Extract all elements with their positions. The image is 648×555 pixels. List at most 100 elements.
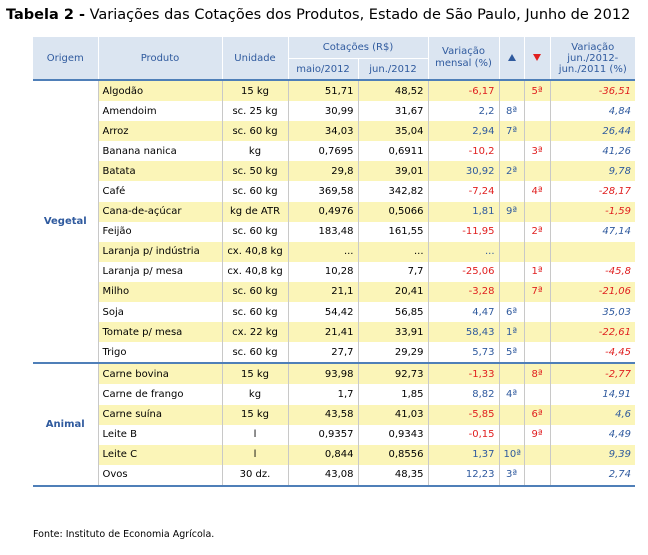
triangle-down-icon	[533, 53, 542, 61]
rank-down: 9ª	[523, 424, 551, 445]
price-maio: 21,1	[287, 281, 358, 303]
rank-down	[523, 464, 551, 487]
price-maio: 34,03	[287, 121, 358, 142]
price-jun: 161,55	[357, 221, 429, 242]
monthly-variation: 4,47	[427, 302, 500, 323]
monthly-variation: 1,37	[427, 444, 500, 465]
table-row: Vegetal Algodão 15 kg 51,71 48,52 -6,17 5ª -36,…	[33, 80, 636, 365]
monthly-variation: -5,85	[427, 404, 500, 425]
annual-variation: 4,84	[549, 101, 636, 122]
header-unidade: Unidade	[221, 37, 288, 81]
rank-down: 8ª	[523, 363, 551, 385]
rank-up	[498, 181, 525, 202]
monthly-variation: -3,28	[427, 281, 500, 303]
product-name: Cana-de-açúcar	[98, 201, 222, 222]
rank-up: 7ª	[498, 121, 525, 142]
product-name: Laranja p/ mesa	[102, 266, 184, 278]
price-jun: 56,85	[357, 302, 429, 323]
monthly-variation: -25,06	[427, 261, 500, 282]
price-jun: 92,73	[357, 363, 429, 385]
price-jun: 29,29	[357, 342, 429, 365]
annual-variation: -1,59	[549, 201, 636, 222]
rank-up	[498, 404, 525, 425]
annual-variation: -45,8	[549, 261, 636, 282]
unit: 30 dz.	[221, 464, 288, 487]
unit: sc. 25 kg	[221, 101, 288, 122]
monthly-variation: -0,15	[427, 424, 500, 445]
annual-variation: -28,17	[549, 181, 636, 202]
table-title-text: Variações das Cotações dos Produtos, Est…	[89, 7, 631, 23]
table-row: Carne suína 15 kg 43,58 41,03 -5,85 6ª 4,6	[33, 404, 636, 425]
rank-up: 2ª	[498, 161, 525, 182]
origin-group-label: Vegetal	[33, 80, 99, 365]
table-row: Animal Carne bovina 15 kg 93,98 92,73 -1,33 8ª…	[33, 363, 636, 487]
rank-up: 8ª	[498, 101, 525, 122]
rank-up	[498, 241, 525, 262]
unit: sc. 60 kg	[221, 221, 288, 242]
price-jun: ...	[357, 241, 429, 262]
product-name: Laranja p/ indústria	[98, 241, 222, 262]
rank-down	[523, 444, 551, 465]
annual-variation: 47,14	[549, 221, 636, 242]
unit: sc. 50 kg	[221, 161, 288, 182]
annual-variation: 2,74	[549, 464, 636, 487]
monthly-variation: -11,95	[427, 221, 500, 242]
rank-up: 3ª	[498, 464, 525, 487]
unit: cx. 40,8 kg	[221, 241, 288, 262]
header-down	[523, 37, 551, 81]
header-maio: maio/2012	[287, 58, 358, 81]
annual-variation: 4,6	[549, 404, 636, 425]
annual-variation: -2,77	[549, 363, 636, 385]
header-jun: jun./2012	[357, 58, 429, 81]
annual-variation: -21,06	[549, 281, 636, 303]
rank-down	[523, 121, 551, 142]
table-row: Ovos 30 dz. 43,08 48,35 12,23 3ª 2,74	[33, 464, 636, 487]
annual-variation: 41,26	[549, 141, 636, 162]
price-maio: 29,8	[287, 161, 358, 182]
product-name: Feijão	[102, 226, 132, 238]
unit: kg de ATR	[221, 201, 288, 222]
price-maio: ...	[287, 241, 358, 262]
unit: l	[221, 444, 288, 465]
origin-group-label: Animal	[33, 363, 99, 487]
product-name: Banana nanica	[102, 145, 177, 157]
table-title-number: Tabela 2 -	[6, 7, 85, 23]
price-maio: 54,42	[287, 302, 358, 323]
rank-up	[498, 363, 525, 385]
monthly-variation: -10,2	[427, 141, 500, 162]
product-name: Amendoim	[102, 105, 157, 117]
product-name: Café	[102, 186, 126, 198]
rank-down	[523, 201, 551, 222]
annual-variation: 9,78	[549, 161, 636, 182]
product-name: Tomate p/ mesa	[98, 322, 222, 343]
price-jun: 1,85	[357, 384, 429, 405]
rank-up	[498, 281, 525, 303]
table-row: Laranja p/ mesa cx. 40,8 kg 10,28 7,7 -25,06…	[33, 261, 636, 282]
price-maio: 51,71	[287, 80, 358, 102]
table-row: Cana-de-açúcar kg de ATR 0,4976 0,5066 1,81 9…	[33, 201, 636, 222]
rank-up: 1ª	[498, 322, 525, 343]
header-cotacoes: Cotações (R$)	[287, 37, 429, 59]
price-jun: 41,03	[357, 404, 429, 425]
table-row: Café sc. 60 kg 369,58 342,82 -7,24 4ª -28,17	[33, 181, 636, 202]
annual-variation: 14,91	[549, 384, 636, 405]
table-row: Soja sc. 60 kg 54,42 56,85 4,47 6ª 35,03	[33, 302, 636, 323]
price-jun: 33,91	[357, 322, 429, 343]
unit: cx. 40,8 kg	[221, 261, 288, 282]
product-name: Ovos	[98, 464, 222, 487]
monthly-variation: -6,17	[427, 80, 500, 102]
rank-down	[523, 384, 551, 405]
price-maio: 0,7695	[287, 141, 358, 162]
price-jun: 0,9343	[357, 424, 429, 445]
rank-down	[523, 241, 551, 262]
table-row: Milho sc. 60 kg 21,1 20,41 -3,28 7ª -21,06	[33, 281, 636, 303]
rank-down: 2ª	[523, 221, 551, 242]
table-row: Tomate p/ mesa cx. 22 kg 21,41 33,91 58,43 1ª…	[33, 322, 636, 343]
unit: 15 kg	[221, 404, 288, 425]
price-maio: 0,9357	[287, 424, 358, 445]
unit: kg	[221, 141, 288, 162]
annual-variation: 9,39	[549, 444, 636, 465]
table-row: Arroz sc. 60 kg 34,03 35,04 2,94 7ª 26,44	[33, 121, 636, 142]
rank-down	[523, 322, 551, 343]
annual-variation: 26,44	[549, 121, 636, 142]
